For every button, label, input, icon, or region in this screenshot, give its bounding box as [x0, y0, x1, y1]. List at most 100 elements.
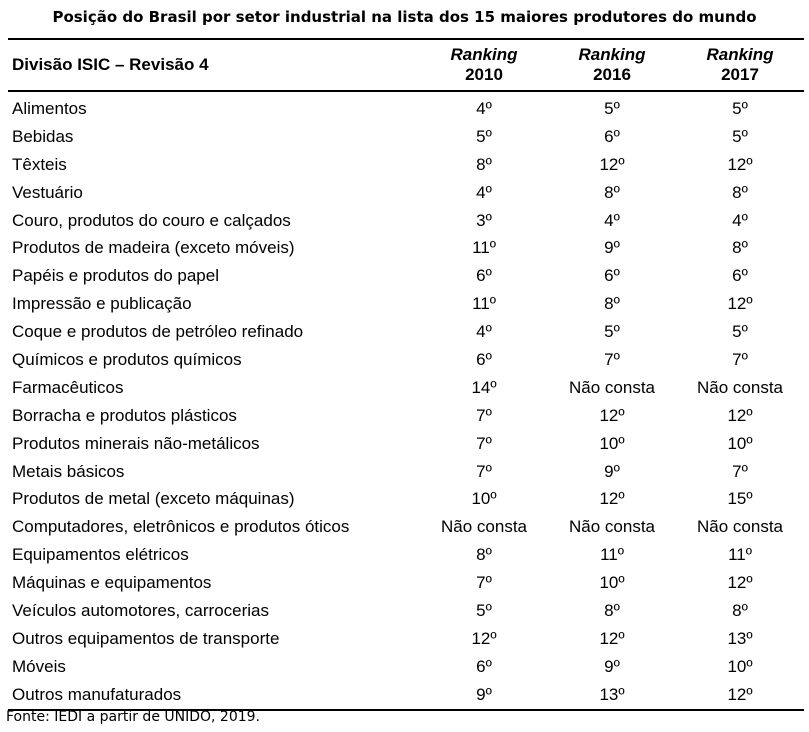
table-row: Produtos minerais não-metálicos 7º 10º 10º: [8, 430, 804, 458]
sector-cell: Metais básicos: [12, 461, 125, 481]
rank-2016-cell: 12º: [599, 628, 625, 648]
rank-2017-cell: 10º: [727, 433, 753, 453]
rank-2010-cell: 7º: [476, 573, 492, 593]
table-row: Metais básicos 7º 9º 7º: [8, 458, 804, 486]
rank-2017-cell: 8º: [732, 600, 748, 620]
rank-2017-cell: 8º: [732, 182, 748, 202]
table-row: Alimentos 4º 5º 5º: [8, 91, 804, 123]
rank-2010-cell: 11º: [472, 238, 496, 258]
rank-2017-cell: 10º: [727, 656, 753, 676]
rank-2016-cell: 12º: [599, 405, 625, 425]
sector-cell: Vestuário: [12, 182, 83, 202]
year-label: 2010: [465, 65, 503, 84]
rank-2016-cell: 8º: [604, 600, 620, 620]
rank-2017-cell: 7º: [732, 349, 748, 369]
rank-2010-cell: Não consta: [441, 517, 527, 537]
year-label: 2016: [593, 65, 631, 84]
rank-2010-cell: 7º: [476, 405, 492, 425]
rank-2017-cell: 5º: [732, 322, 748, 342]
sector-cell: Máquinas e equipamentos: [12, 573, 212, 593]
rank-2016-cell: 11º: [600, 545, 624, 565]
rank-2017-cell: 4º: [732, 210, 748, 230]
rank-2017-cell: Não consta: [697, 517, 783, 537]
rank-2016-cell: 5º: [604, 322, 620, 342]
rank-2017-cell: 5º: [732, 98, 748, 118]
sector-cell: Computadores, eletrônicos e produtos óti…: [12, 517, 350, 537]
table-row: Máquinas e equipamentos 7º 10º 12º: [8, 569, 804, 597]
sector-cell: Móveis: [12, 656, 66, 676]
rank-2010-cell: 14º: [471, 377, 497, 397]
rank-2017-cell: 12º: [727, 154, 753, 174]
table-row: Outros equipamentos de transporte 12º 12º 1…: [8, 625, 804, 653]
rank-2010-cell: 4º: [476, 182, 492, 202]
rank-2016-cell: 9º: [604, 461, 620, 481]
rank-2017-cell: 6º: [732, 266, 748, 286]
rank-2017-cell: 12º: [727, 573, 753, 593]
rank-2016-cell: 6º: [604, 126, 620, 146]
rank-2016-cell: Não consta: [569, 517, 655, 537]
table-row: Veículos automotores, carrocerias 5º 8º 8º: [8, 597, 804, 625]
rank-2017-cell: 5º: [732, 126, 748, 146]
table-row: Equipamentos elétricos 8º 11º 11º: [8, 541, 804, 569]
sector-cell: Papéis e produtos do papel: [12, 266, 219, 286]
table-title: Posição do Brasil por setor industrial n…: [52, 8, 757, 26]
sector-cell: Produtos minerais não-metálicos: [12, 433, 260, 453]
rank-2017-cell: 8º: [732, 238, 748, 258]
rank-2010-cell: 5º: [476, 126, 492, 146]
rank-2016-cell: 13º: [599, 684, 625, 704]
table-row: Produtos de metal (exceto máquinas) 10º 12…: [8, 485, 804, 513]
rank-2016-cell: 5º: [604, 98, 620, 118]
sector-cell: Produtos de metal (exceto máquinas): [12, 489, 295, 509]
ranking-label: Ranking: [578, 45, 646, 64]
rank-2010-cell: 6º: [476, 266, 492, 286]
sector-cell: Coque e produtos de petróleo refinado: [12, 322, 304, 342]
rank-2016-cell: Não consta: [569, 377, 655, 397]
table-body: Alimentos 4º 5º 5º Bebidas 5º 6º 5º Têxteis 8º 12º…: [8, 91, 804, 710]
table-row: Papéis e produtos do papel 6º 6º 6º: [8, 262, 804, 290]
table-row: Produtos de madeira (exceto móveis) 11º 9º…: [8, 234, 804, 262]
column-header-ranking-2017: Ranking 2017: [676, 39, 804, 91]
rank-2010-cell: 7º: [476, 461, 492, 481]
sector-cell: Outros equipamentos de transporte: [12, 628, 280, 648]
column-header-division: Divisão ISIC – Revisão 4: [12, 55, 209, 74]
year-label: 2017: [721, 65, 759, 84]
table-row: Vestuário 4º 8º 8º: [8, 179, 804, 207]
rank-2017-cell: 12º: [727, 405, 753, 425]
sector-cell: Equipamentos elétricos: [12, 545, 189, 565]
table-row: Farmacêuticos 14º Não consta Não consta: [8, 374, 804, 402]
rank-2017-cell: 15º: [727, 489, 753, 509]
rank-2017-cell: 11º: [728, 545, 752, 565]
sector-cell: Químicos e produtos químicos: [12, 349, 242, 369]
rank-2016-cell: 7º: [604, 349, 620, 369]
rank-2010-cell: 4º: [476, 98, 492, 118]
table-row: Têxteis 8º 12º 12º: [8, 151, 804, 179]
rank-2010-cell: 8º: [476, 154, 492, 174]
sector-cell: Têxteis: [12, 154, 67, 174]
rank-2016-cell: 10º: [599, 573, 625, 593]
rank-2010-cell: 6º: [476, 349, 492, 369]
sector-cell: Borracha e produtos plásticos: [12, 405, 237, 425]
rank-2010-cell: 12º: [471, 628, 497, 648]
source-note: Fonte: IEDI a partir de UNIDO, 2019.: [6, 709, 261, 725]
ranking-label: Ranking: [706, 45, 774, 64]
rank-2010-cell: 11º: [472, 294, 496, 314]
rank-2016-cell: 8º: [604, 182, 620, 202]
rank-2010-cell: 10º: [471, 489, 497, 509]
rank-2016-cell: 4º: [604, 210, 620, 230]
column-header-ranking-2016: Ranking 2016: [548, 39, 676, 91]
rank-2010-cell: 3º: [476, 210, 492, 230]
table-row: Borracha e produtos plásticos 7º 12º 12º: [8, 402, 804, 430]
rank-2016-cell: 8º: [604, 294, 620, 314]
sector-cell: Alimentos: [12, 98, 87, 118]
table-row: Couro, produtos do couro e calçados 3º 4º 4…: [8, 207, 804, 235]
sector-cell: Bebidas: [12, 126, 74, 146]
table-header: Divisão ISIC – Revisão 4 Ranking 2010 Ra…: [8, 39, 804, 91]
rank-2010-cell: 8º: [476, 545, 492, 565]
sector-cell: Outros manufaturados: [12, 684, 182, 704]
rank-2016-cell: 12º: [599, 154, 625, 174]
sector-cell: Veículos automotores, carrocerias: [12, 600, 270, 620]
ranking-table: Divisão ISIC – Revisão 4 Ranking 2010 Ra…: [8, 38, 804, 711]
rank-2010-cell: 7º: [476, 433, 492, 453]
sector-cell: Impressão e publicação: [12, 294, 192, 314]
table-row: Coque e produtos de petróleo refinado 4º 5…: [8, 318, 804, 346]
